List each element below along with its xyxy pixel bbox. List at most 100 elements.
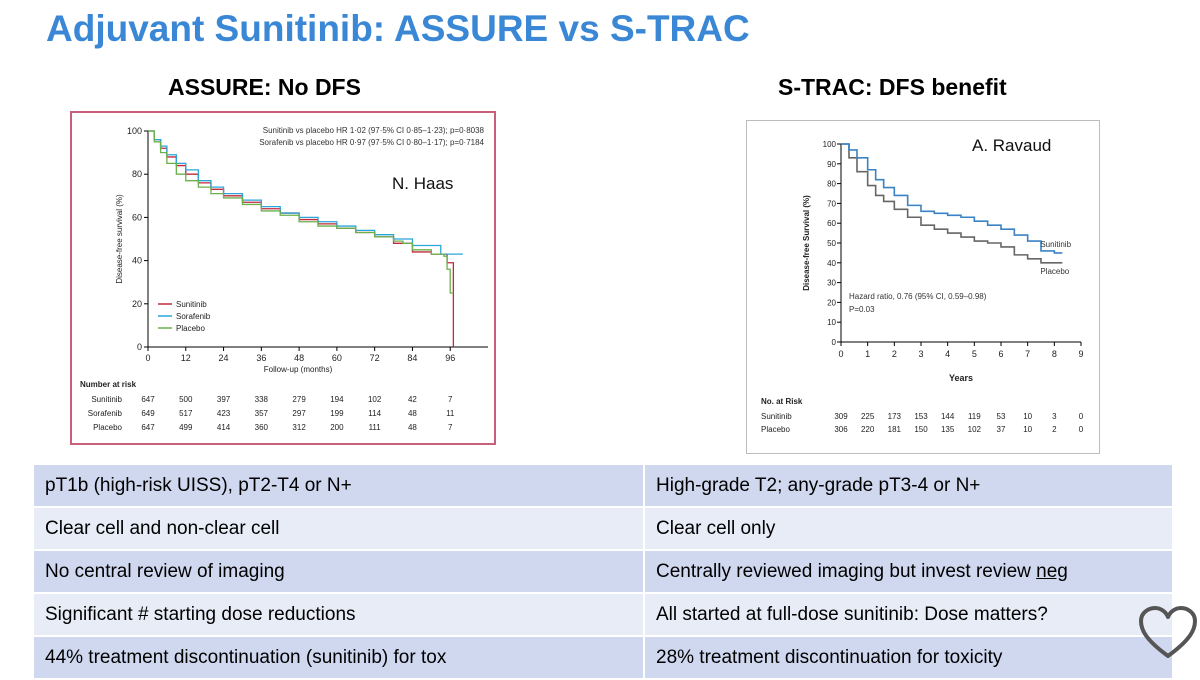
assure-cell: pT1b (high-risk UISS), pT2-T4 or N+ xyxy=(34,465,645,508)
x-tick-label: 24 xyxy=(219,353,229,363)
risk-count: 53 xyxy=(997,412,1006,421)
risk-count: 309 xyxy=(834,412,848,421)
risk-row-label: Sunitinib xyxy=(761,412,792,421)
risk-count: 150 xyxy=(914,425,928,434)
x-tick-label: 1 xyxy=(865,349,870,359)
y-tick-label: 20 xyxy=(827,298,836,307)
assure-cell: Clear cell and non-clear cell xyxy=(34,507,645,551)
risk-count: 397 xyxy=(217,395,231,404)
risk-count: 11 xyxy=(446,409,455,418)
legend-label: Sorafenib xyxy=(176,312,211,321)
strac-cell-text: Centrally reviewed imaging but invest re… xyxy=(656,560,1037,582)
risk-count: 647 xyxy=(141,423,155,432)
legend-label: Sunitinib xyxy=(176,300,207,309)
strac-cell: Centrally reviewed imaging but invest re… xyxy=(644,550,1172,594)
hazard-ratio-text: P=0.03 xyxy=(849,305,875,314)
hazard-ratio-text: Sunitinib vs placebo HR 1·02 (97·5% CI 0… xyxy=(263,126,485,135)
risk-count: 517 xyxy=(179,409,193,418)
y-tick-label: 40 xyxy=(132,256,142,266)
y-tick-label: 100 xyxy=(823,140,837,149)
comparison-row: Clear cell and non-clear cell Clear cell… xyxy=(34,507,1172,551)
y-tick-label: 30 xyxy=(827,279,836,288)
y-axis-label: Disease-free Survival (%) xyxy=(802,195,811,291)
author-annotation: N. Haas xyxy=(392,174,453,193)
risk-count: 10 xyxy=(1023,412,1032,421)
hazard-ratio-text: Sorafenib vs placebo HR 0·97 (97·5% CI 0… xyxy=(259,138,484,147)
strac-cell: Clear cell only xyxy=(644,507,1172,551)
risk-count: 37 xyxy=(997,425,1006,434)
risk-count: 499 xyxy=(179,423,193,432)
x-tick-label: 5 xyxy=(972,349,977,359)
risk-count: 144 xyxy=(941,412,955,421)
y-tick-label: 10 xyxy=(827,318,836,327)
hazard-ratio-text: Hazard ratio, 0.76 (95% CI, 0.59–0.98) xyxy=(849,292,987,301)
risk-table-heading: Number at risk xyxy=(80,380,137,389)
x-tick-label: 0 xyxy=(838,349,843,359)
assure-cell: Significant # starting dose reductions xyxy=(34,593,645,637)
risk-count: 2 xyxy=(1052,425,1057,434)
assure-km-chart: 0 20 40 60 80 100 0 12 24 36 48 60 72 84 96 Disease-fre… xyxy=(80,126,488,432)
risk-count: 181 xyxy=(888,425,902,434)
risk-row-label: Placebo xyxy=(761,425,790,434)
risk-count: 360 xyxy=(255,423,269,432)
x-axis-label: Follow-up (months) xyxy=(264,365,333,374)
y-tick-label: 60 xyxy=(132,212,142,222)
y-tick-label: 50 xyxy=(827,239,836,248)
risk-count: 357 xyxy=(255,409,269,418)
comparison-row: pT1b (high-risk UISS), pT2-T4 or N+ High… xyxy=(34,465,1172,508)
x-tick-label: 9 xyxy=(1078,349,1083,359)
risk-row-label: Sunitinib xyxy=(91,395,122,404)
x-tick-label: 6 xyxy=(998,349,1003,359)
curve-label: Sunitinib xyxy=(1040,240,1071,249)
x-tick-label: 72 xyxy=(370,353,380,363)
risk-count: 500 xyxy=(179,395,193,404)
risk-count: 7 xyxy=(448,395,453,404)
km-curve-sunitinib xyxy=(841,143,1063,254)
y-tick-label: 100 xyxy=(127,126,142,136)
risk-count: 225 xyxy=(861,412,875,421)
y-tick-label: 80 xyxy=(132,169,142,179)
risk-count: 423 xyxy=(217,409,231,418)
strac-cell: 28% treatment discontinuation for toxici… xyxy=(644,636,1172,680)
risk-count: 338 xyxy=(255,395,269,404)
risk-count: 135 xyxy=(941,425,955,434)
risk-count: 312 xyxy=(292,423,306,432)
risk-count: 3 xyxy=(1052,412,1057,421)
risk-count: 10 xyxy=(1023,425,1032,434)
risk-count: 119 xyxy=(968,412,981,421)
strac-cell-underlined: neg xyxy=(1036,560,1068,582)
slide-title: Adjuvant Sunitinib: ASSURE vs S-TRAC xyxy=(46,8,750,49)
x-tick-label: 96 xyxy=(445,353,455,363)
x-tick-label: 48 xyxy=(294,353,304,363)
risk-count: 7 xyxy=(448,423,453,432)
assure-cell: 44% treatment discontinuation (sunitinib… xyxy=(34,636,645,680)
risk-row-label: Sorafenib xyxy=(88,409,123,418)
y-tick-label: 70 xyxy=(827,199,836,208)
assure-heading: ASSURE: No DFS xyxy=(168,74,361,100)
risk-count: 102 xyxy=(368,395,382,404)
comparison-row: 44% treatment discontinuation (sunitinib… xyxy=(34,636,1172,680)
risk-row-label: Placebo xyxy=(93,423,122,432)
risk-count: 111 xyxy=(369,423,382,432)
risk-count: 153 xyxy=(914,412,928,421)
risk-count: 42 xyxy=(408,395,417,404)
risk-count: 114 xyxy=(368,409,381,418)
risk-count: 0 xyxy=(1079,425,1084,434)
risk-count: 220 xyxy=(861,425,875,434)
risk-count: 647 xyxy=(141,395,155,404)
risk-count: 279 xyxy=(292,395,306,404)
strac-cell: All started at full-dose sunitinib: Dose… xyxy=(644,593,1172,637)
risk-count: 48 xyxy=(408,423,417,432)
risk-table-heading: No. at Risk xyxy=(761,397,803,406)
comparison-table: pT1b (high-risk UISS), pT2-T4 or N+ High… xyxy=(34,465,1172,680)
x-tick-label: 0 xyxy=(145,353,150,363)
x-tick-label: 60 xyxy=(332,353,342,363)
risk-count: 102 xyxy=(968,425,982,434)
risk-count: 306 xyxy=(834,425,848,434)
x-tick-label: 2 xyxy=(892,349,897,359)
strac-figure: 0 10 20 30 40 50 60 70 80 90 100 0 1 2 3 4 5 6 7 8 9 Disease-… xyxy=(746,120,1100,454)
risk-count: 649 xyxy=(141,409,155,418)
risk-count: 200 xyxy=(330,423,344,432)
heart-outline-icon[interactable] xyxy=(1138,606,1198,665)
risk-count: 199 xyxy=(330,409,344,418)
